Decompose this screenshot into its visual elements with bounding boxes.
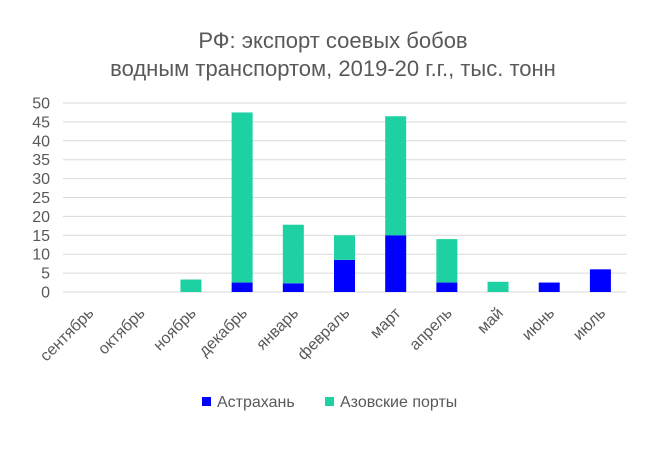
bar-segment (334, 259, 355, 292)
bar-segment (231, 282, 253, 292)
y-tick-label: 45 (32, 114, 50, 131)
y-tick-label: 25 (32, 190, 50, 207)
y-tick-label: 40 (32, 133, 50, 150)
y-tick-label: 0 (41, 285, 50, 302)
y-tick-label: 10 (32, 247, 50, 264)
chart-title: РФ: экспорт соевых бобов водным транспор… (110, 28, 556, 81)
y-tick-label: 50 (32, 96, 50, 113)
x-tick-label: ноябрь (150, 305, 199, 354)
bar-segment (231, 112, 253, 283)
bar-segment (282, 224, 304, 284)
bar-segment (436, 239, 458, 283)
x-tick-label: май (474, 305, 506, 337)
x-tick-label: октябрь (95, 305, 148, 358)
bar-segment (385, 235, 407, 292)
legend: Астрахань Азовские порты (202, 394, 457, 411)
x-tick-label: апрель (407, 305, 456, 354)
y-tick-label: 35 (32, 152, 50, 169)
bar-segment (436, 282, 458, 292)
bar-segment (385, 116, 407, 236)
bars (180, 112, 611, 292)
gridlines (63, 102, 626, 293)
legend-label: Астрахань (217, 394, 295, 411)
legend-swatch (325, 397, 334, 406)
y-tick-label: 30 (32, 171, 50, 188)
chart-title-line-2: водным транспортом, 2019-20 г.г., тыс. т… (110, 56, 556, 81)
y-tick-label: 20 (32, 209, 50, 226)
bar-segment (282, 283, 304, 292)
bar-segment (334, 235, 355, 260)
x-tick-label: февраль (295, 305, 354, 364)
legend-label: Азовские порты (340, 394, 457, 411)
x-tick-label: декабрь (196, 305, 251, 360)
chart-title-line-1: РФ: экспорт соевых бобов (198, 28, 467, 53)
y-tick-label: 15 (32, 228, 50, 245)
bar-segment (589, 269, 611, 292)
bar-segment (180, 279, 202, 292)
bar-segment (487, 281, 509, 292)
y-tick-label: 5 (41, 266, 50, 283)
x-tick-label: сентябрь (37, 305, 97, 365)
x-tick-label: январь (253, 305, 302, 354)
bar-segment (538, 282, 560, 292)
x-tick-label: июль (570, 305, 609, 344)
legend-swatch (202, 397, 211, 406)
x-tick-label: март (367, 304, 405, 342)
x-tick-label: июнь (519, 305, 558, 344)
